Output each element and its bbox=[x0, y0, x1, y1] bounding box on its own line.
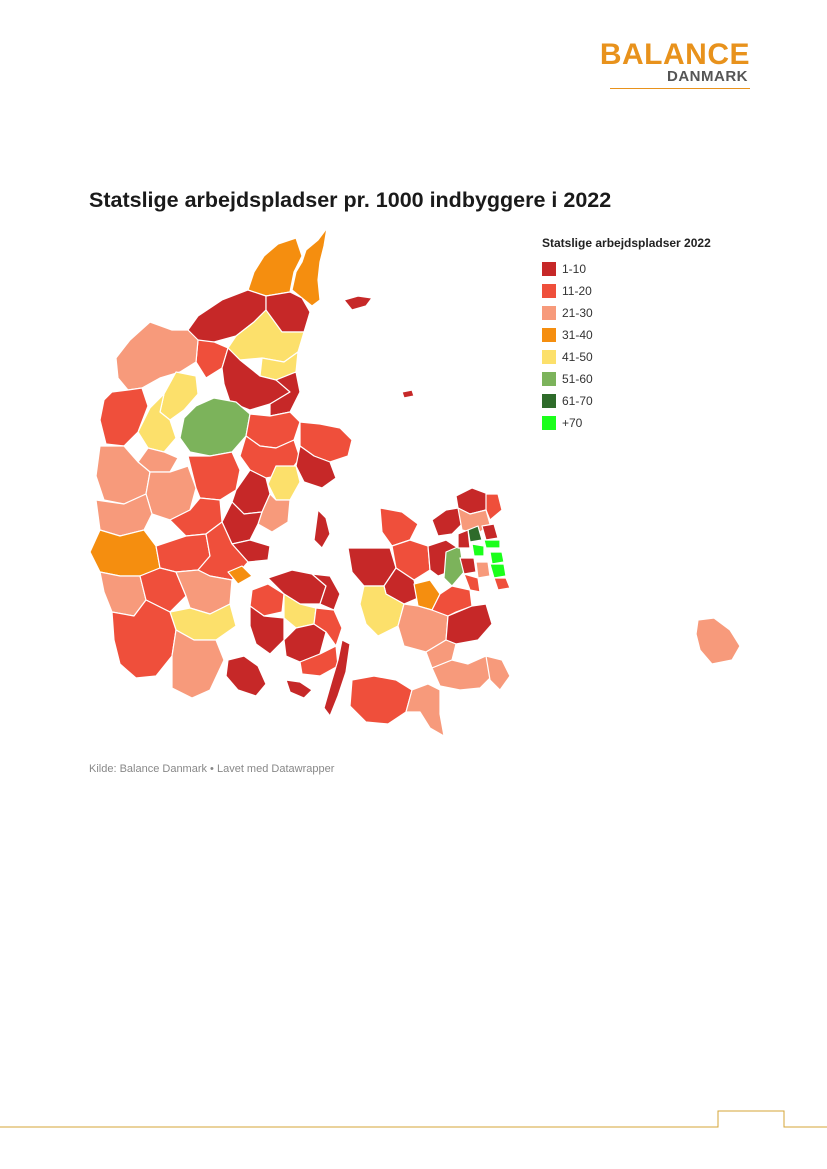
region-syddjurs bbox=[295, 445, 337, 489]
region-sonderborg bbox=[225, 655, 267, 697]
region-lemvig bbox=[99, 387, 149, 447]
region-thisted bbox=[115, 321, 199, 391]
legend-label: 31-40 bbox=[562, 328, 593, 342]
region-rudersdal bbox=[483, 539, 501, 549]
map-title: Statslige arbejdspladser pr. 1000 indbyg… bbox=[89, 188, 612, 212]
region-furesoe bbox=[471, 543, 485, 557]
region-aeroe bbox=[285, 679, 313, 699]
legend-label: +70 bbox=[562, 416, 583, 430]
region-moen bbox=[485, 655, 511, 691]
brand-name: BALANCE bbox=[599, 38, 750, 71]
region-hoje-taastrup bbox=[459, 557, 477, 575]
legend-swatch bbox=[542, 284, 556, 298]
region-assens bbox=[249, 605, 285, 655]
region-silkeborg bbox=[187, 451, 241, 501]
legend-title: Statslige arbejdspladser 2022 bbox=[542, 236, 711, 250]
region-egedal bbox=[457, 529, 471, 549]
region-fredericia bbox=[227, 565, 253, 585]
region-langeland bbox=[323, 639, 351, 717]
region-skagen bbox=[291, 227, 328, 307]
legend-swatch bbox=[542, 372, 556, 386]
legend-label: 1-10 bbox=[562, 262, 587, 276]
map-legend: Statslige arbejdspladser 2022 1-10 11-20… bbox=[542, 236, 711, 434]
legend-swatch bbox=[542, 394, 556, 408]
legend-item: 1-10 bbox=[542, 258, 711, 280]
legend-item: +70 bbox=[542, 412, 711, 434]
legend-label: 51-60 bbox=[562, 372, 593, 386]
legend-swatch bbox=[542, 306, 556, 320]
region-viborg bbox=[179, 397, 251, 457]
region-aabenraa bbox=[171, 629, 225, 699]
region-guldborgsund bbox=[405, 683, 445, 737]
region-helsingor bbox=[485, 493, 503, 521]
legend-label: 21-30 bbox=[562, 306, 593, 320]
legend-label: 11-20 bbox=[562, 284, 592, 298]
region-fredensborg bbox=[481, 523, 499, 541]
legend-item: 41-50 bbox=[542, 346, 711, 368]
region-lejre bbox=[443, 545, 465, 587]
legend-item: 61-70 bbox=[542, 390, 711, 412]
region-lolland bbox=[349, 675, 413, 725]
legend-label: 61-70 bbox=[562, 394, 593, 408]
footer-page-tab bbox=[0, 1110, 827, 1128]
region-samsoe bbox=[313, 509, 331, 549]
map-source: Kilde: Balance Danmark • Lavet med Dataw… bbox=[89, 763, 335, 775]
region-vallensbaek bbox=[475, 561, 491, 579]
region-varde bbox=[89, 529, 161, 577]
region-laesoe bbox=[343, 295, 373, 311]
brand-underline bbox=[610, 88, 750, 89]
region-anholt bbox=[401, 389, 415, 399]
region-dragoer bbox=[493, 577, 511, 591]
legend-item: 11-20 bbox=[542, 280, 711, 302]
legend-item: 21-30 bbox=[542, 302, 711, 324]
region-faaborg bbox=[283, 623, 327, 663]
legend-item: 51-60 bbox=[542, 368, 711, 390]
region-bornholm bbox=[695, 617, 741, 665]
legend-swatch bbox=[542, 416, 556, 430]
region-copenhagen bbox=[489, 563, 507, 579]
region-gentofte bbox=[489, 551, 505, 565]
region-skive bbox=[137, 393, 177, 453]
legend-swatch bbox=[542, 328, 556, 342]
brand-subname: DANMARK bbox=[667, 68, 748, 85]
brand-logo: BALANCE DANMARK bbox=[600, 38, 750, 90]
legend-item: 31-40 bbox=[542, 324, 711, 346]
region-greve bbox=[463, 573, 481, 593]
legend-swatch bbox=[542, 262, 556, 276]
legend-label: 41-50 bbox=[562, 350, 593, 364]
legend-swatch bbox=[542, 350, 556, 364]
